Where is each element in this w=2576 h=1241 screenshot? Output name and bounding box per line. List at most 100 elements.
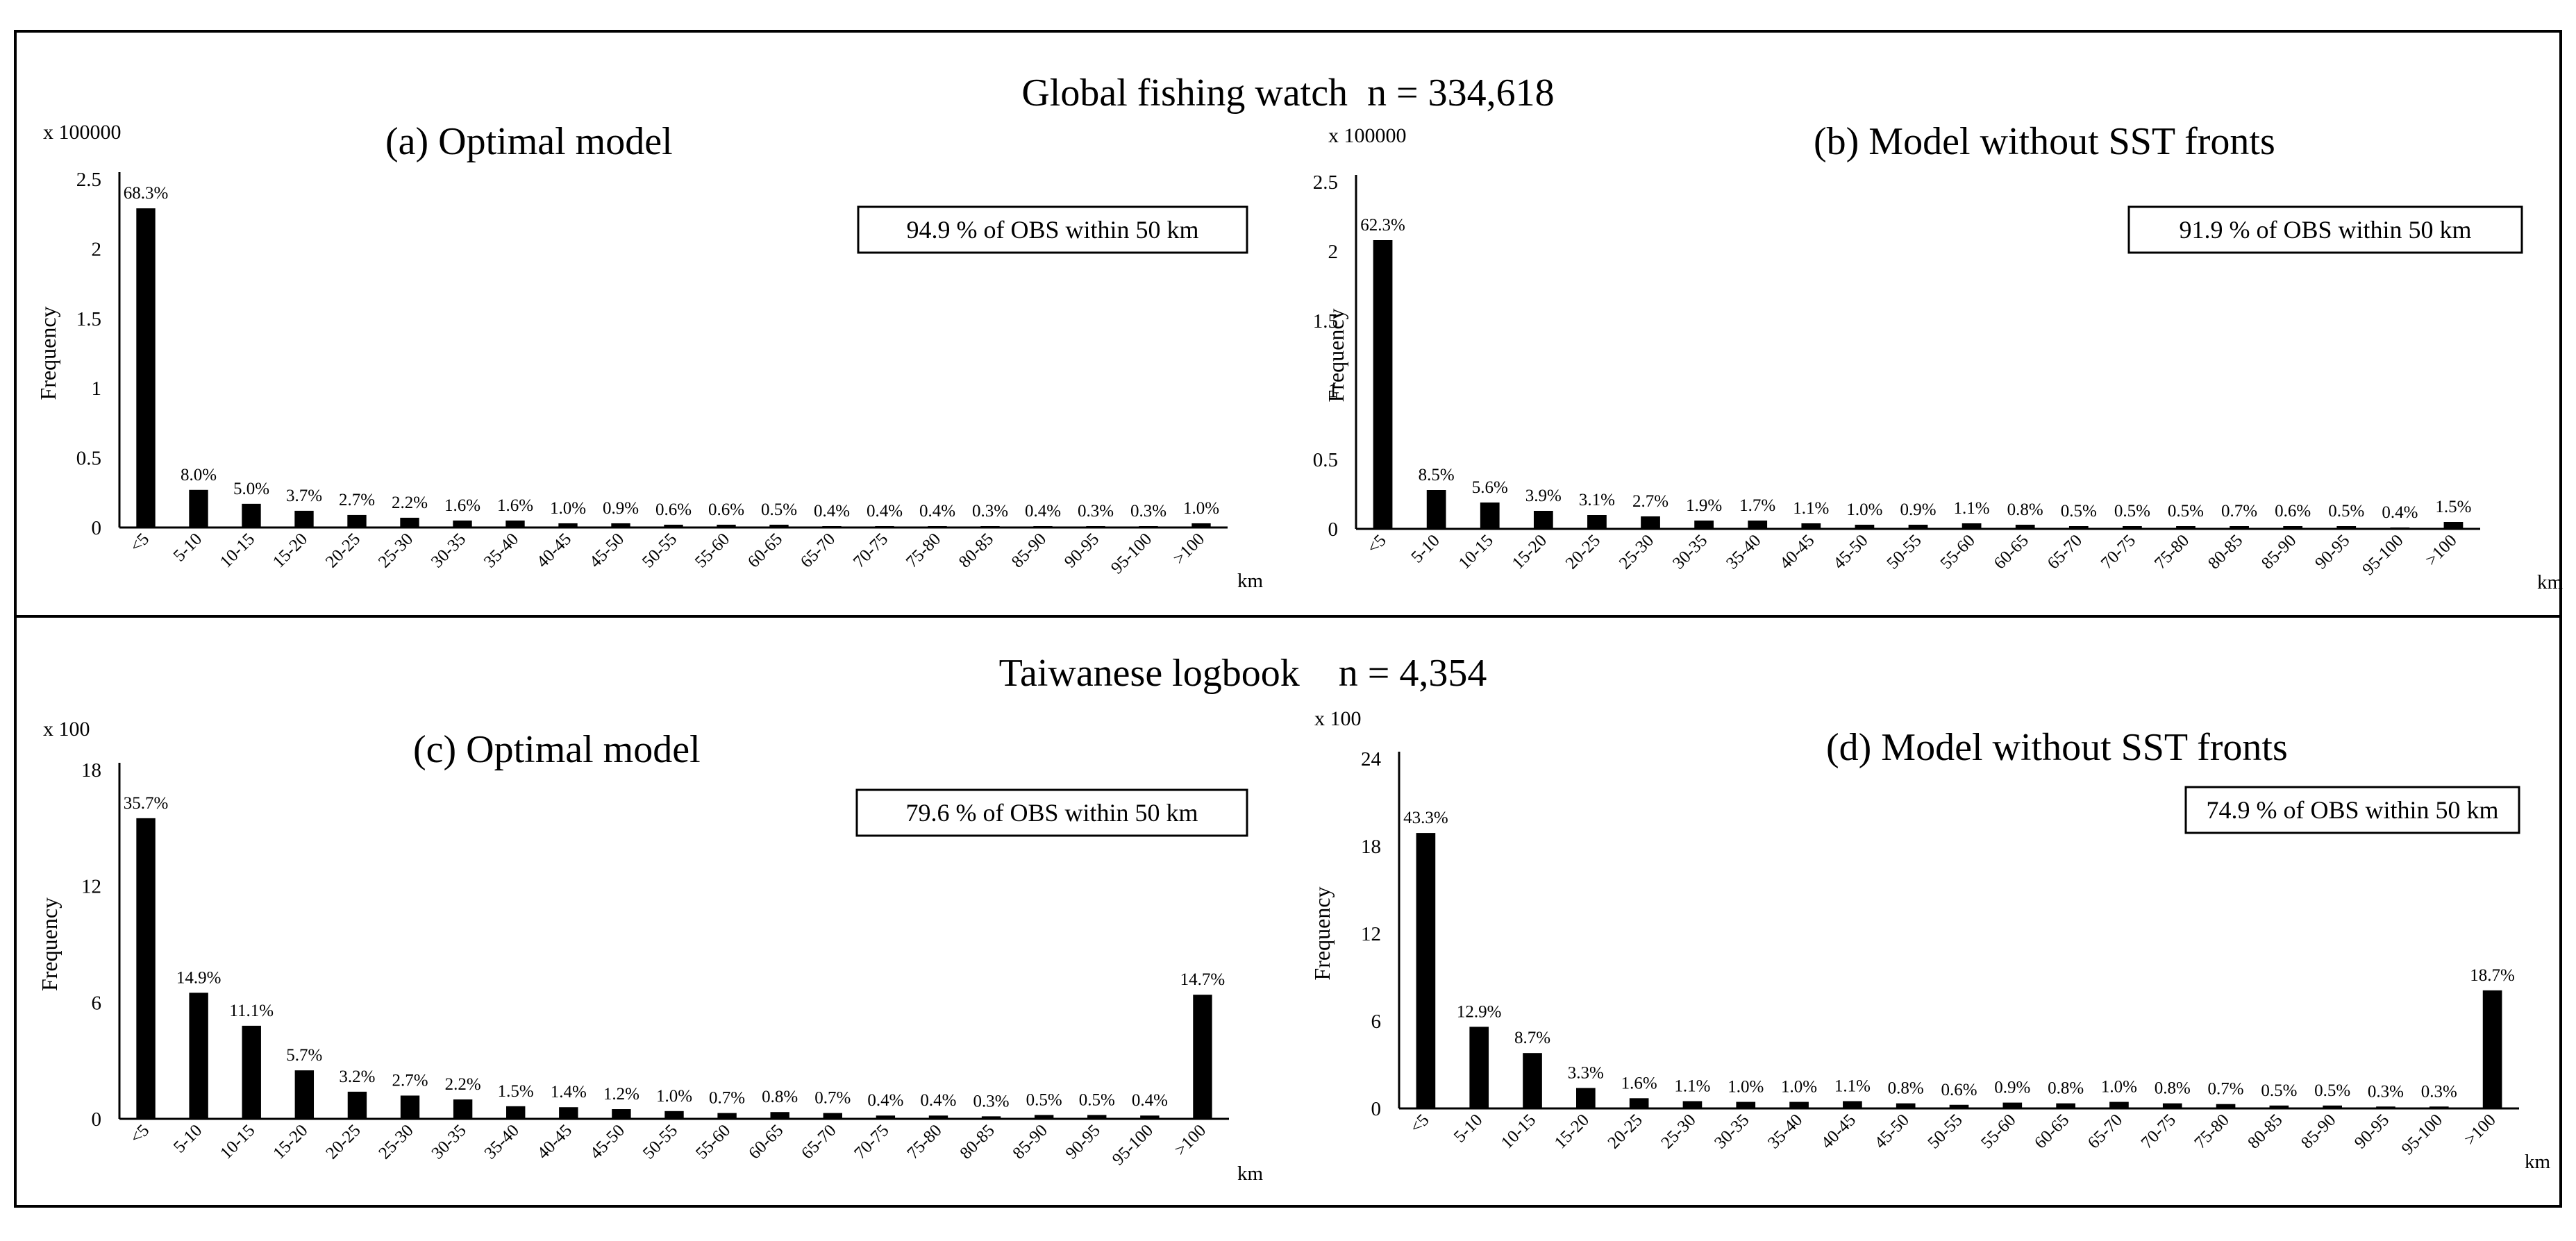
bar <box>1373 240 1393 529</box>
bar <box>136 208 156 527</box>
x-tick-label: 80-85 <box>955 530 997 571</box>
bar <box>1480 503 1500 529</box>
bar-data-label: 0.8% <box>2048 1079 2084 1098</box>
bar <box>1962 523 1982 529</box>
x-tick-label: 20-25 <box>1562 531 1604 573</box>
x-unit-label: km <box>1237 570 1264 592</box>
x-tick-label: 5-10 <box>1407 531 1443 566</box>
bar <box>1949 1104 1969 1108</box>
bar-data-label: 1.1% <box>1954 499 1990 518</box>
x-tick-label: 95-100 <box>2398 1111 2446 1158</box>
bar <box>822 525 842 527</box>
bar-data-label: 5.7% <box>286 1046 322 1065</box>
bar-data-label: 0.4% <box>920 1091 956 1110</box>
x-tick-label: 75-80 <box>903 1121 945 1163</box>
y-tick-label: 6 <box>1371 1011 1382 1033</box>
bar <box>2482 990 2502 1108</box>
annotation-text: 74.9 % of OBS within 50 km <box>2206 796 2498 824</box>
bar <box>1748 521 1768 529</box>
x-tick-label: 35-40 <box>481 1121 523 1163</box>
bar <box>400 1095 420 1119</box>
bar-data-label: 1.1% <box>1834 1077 1871 1096</box>
bar-data-label: 0.9% <box>1994 1079 2030 1097</box>
x-tick-label: 75-80 <box>903 530 944 571</box>
bar <box>2269 1105 2289 1108</box>
bar-data-label: 0.6% <box>708 500 744 519</box>
bar-data-label: 0.4% <box>1132 1091 1168 1110</box>
x-tick-label: 70-75 <box>850 530 892 571</box>
bar-data-label: 0.8% <box>2155 1079 2191 1098</box>
x-tick-label: >100 <box>2422 531 2461 570</box>
x-unit-label: km <box>1237 1163 1264 1185</box>
bar <box>1736 1101 1756 1108</box>
bar-data-label: 0.4% <box>2382 503 2418 522</box>
bar <box>2323 1105 2342 1108</box>
y-axis-label: Frequency <box>35 306 60 400</box>
x-tick-label: 45-50 <box>586 530 628 571</box>
bar-data-label: 0.4% <box>814 502 850 521</box>
x-tick-label: 50-55 <box>639 1121 681 1163</box>
bar <box>2176 526 2196 529</box>
x-tick-label: 50-55 <box>639 530 680 571</box>
x-tick-label: 15-20 <box>269 530 311 571</box>
bar-data-label: 2.7% <box>339 491 375 509</box>
bar-data-label: 0.5% <box>2114 502 2150 521</box>
x-tick-label: 30-35 <box>1711 1111 1753 1152</box>
bar <box>1641 516 1660 529</box>
panel-title: (b) Model without SST fronts <box>1814 120 2275 163</box>
y-axis-label: Frequency <box>1310 886 1335 980</box>
bar <box>1843 1101 1862 1108</box>
section-title-global-fishing-watch: Global fishing watch n = 334,618 <box>1021 71 1554 115</box>
bar-data-label: 1.4% <box>551 1083 587 1101</box>
x-tick-label: 40-45 <box>1818 1111 1859 1152</box>
bar-data-label: 8.0% <box>181 466 217 484</box>
bar-data-label: 1.2% <box>603 1085 639 1104</box>
x-tick-label: 35-40 <box>480 530 522 571</box>
bar <box>2162 1103 2182 1108</box>
bar-data-label: 0.5% <box>761 500 797 519</box>
bar <box>2068 526 2089 529</box>
bar-data-label: 2.7% <box>1632 492 1668 511</box>
bar <box>769 524 789 527</box>
bar-data-label: 1.0% <box>1846 500 1882 519</box>
bar <box>876 1115 896 1119</box>
bar <box>2443 522 2464 529</box>
bar-data-label: 0.3% <box>972 502 1008 521</box>
x-tick-label: 20-25 <box>1605 1111 1646 1152</box>
y-tick-label: 1.5 <box>1313 310 1338 332</box>
bar-data-label: 0.6% <box>1941 1081 1977 1099</box>
annotation-box <box>2184 786 2520 834</box>
bar-data-label: 3.2% <box>339 1067 375 1086</box>
x-tick-label: 60-65 <box>2031 1111 2073 1152</box>
bar-data-label: 18.7% <box>2470 966 2515 985</box>
bar <box>1855 525 1875 529</box>
bar <box>136 818 156 1119</box>
panel-title: (a) Optimal model <box>385 120 673 163</box>
bar-data-label: 0.8% <box>2007 500 2043 519</box>
bar <box>2123 526 2142 529</box>
y-tick-label: 0 <box>92 517 102 539</box>
bar-data-label: 0.4% <box>1025 502 1061 521</box>
x-tick-label: 65-70 <box>2044 531 2086 573</box>
x-tick-label: 95-100 <box>1107 530 1155 577</box>
bar-data-label: 0.5% <box>2314 1081 2350 1100</box>
x-tick-label: 65-70 <box>2084 1111 2126 1152</box>
x-tick-label: 55-60 <box>1977 1111 2019 1152</box>
bar <box>1033 525 1053 527</box>
bar <box>506 1106 526 1119</box>
bar-data-label: 68.3% <box>124 184 169 203</box>
bar-data-label: 0.3% <box>1130 502 1166 521</box>
x-tick-label: 85-90 <box>2298 1111 2339 1152</box>
bar <box>1469 1027 1489 1108</box>
bar <box>1896 1103 1916 1108</box>
bar-data-label: 0.6% <box>2275 502 2311 521</box>
bar <box>347 1091 367 1119</box>
bar <box>612 1109 631 1119</box>
y-tick-label: 2.5 <box>1313 171 1338 194</box>
bar-data-label: 0.5% <box>1079 1090 1115 1109</box>
bar <box>1629 1098 1649 1108</box>
bar-data-label: 0.4% <box>867 502 903 521</box>
bar-data-label: 3.7% <box>286 487 322 505</box>
y-tick-label: 18 <box>1361 836 1381 858</box>
